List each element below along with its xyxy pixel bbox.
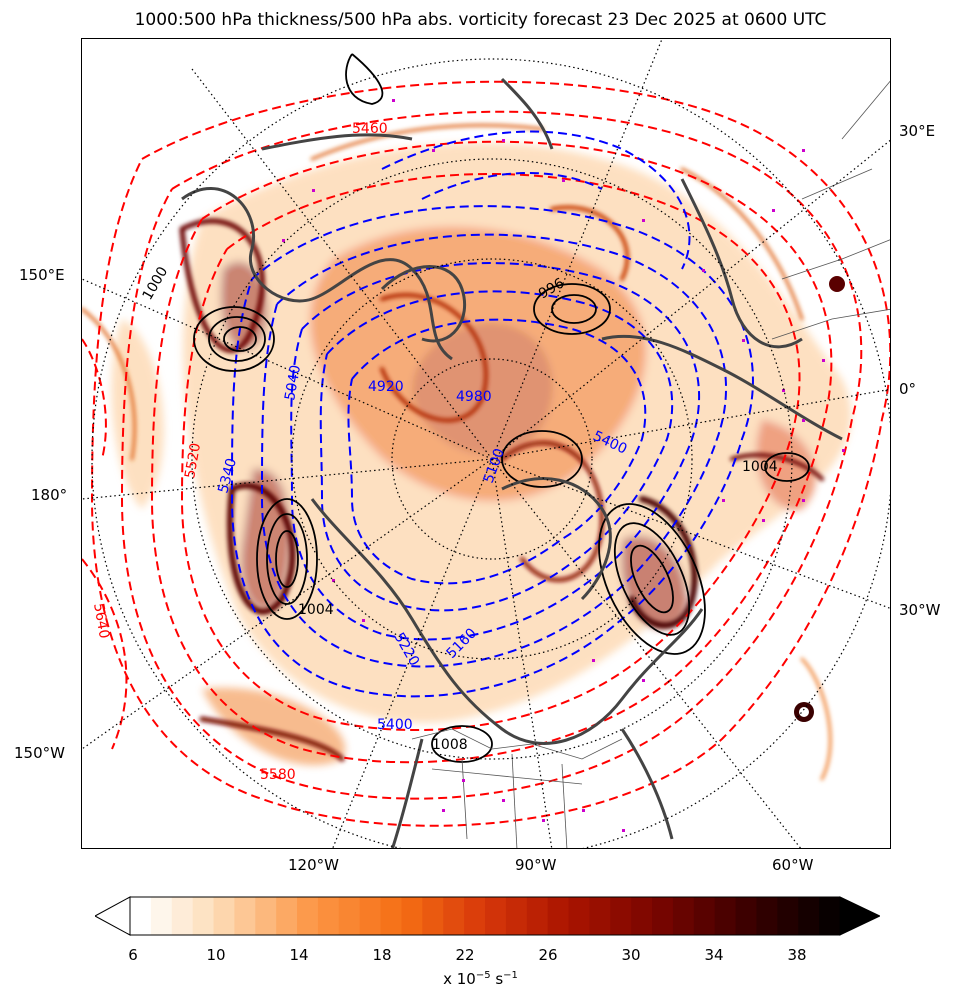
station-markers <box>282 99 845 832</box>
colorbar-cell <box>297 897 319 935</box>
colorbar-cell <box>526 897 549 935</box>
colorbar-cells <box>130 897 841 935</box>
colorbar-cell <box>359 897 382 935</box>
lon-label-180: 180° <box>31 486 68 504</box>
thickness-contours-warm <box>82 80 890 827</box>
colorbar-tick: 18 <box>372 946 392 964</box>
lon-label-150e: 150°E <box>19 266 65 284</box>
lon-label-60w: 60°W <box>772 856 814 874</box>
colorbar-cell <box>380 897 402 935</box>
colorbar-cell <box>192 897 215 935</box>
colorbar-min-extend <box>95 896 131 936</box>
colorbar-tick: 38 <box>787 946 807 964</box>
colorbar-cell <box>652 897 674 935</box>
colorbar-cell <box>756 897 778 935</box>
colorbar-cell <box>443 897 465 935</box>
colorbar-cell <box>317 897 340 935</box>
graticule <box>82 39 890 848</box>
colorbar-cell <box>505 897 528 935</box>
colorbar-cell <box>338 897 361 935</box>
thickness-label: 5580 <box>260 767 296 783</box>
colorbar-cell <box>798 897 820 935</box>
map-title: 1000:500 hPa thickness/500 hPa abs. vort… <box>134 10 827 30</box>
colorbar-cell <box>422 897 444 935</box>
colorbar-tick: 14 <box>289 946 309 964</box>
colorbar-tick: 34 <box>704 946 724 964</box>
thickness-label: 5040 <box>282 364 304 402</box>
colorbar-cell <box>485 897 507 935</box>
lon-label-120w: 120°W <box>288 856 339 874</box>
pressure-label: 1000 <box>140 264 172 303</box>
colorbar-cell <box>276 897 298 935</box>
colorbar-tick: 22 <box>455 946 475 964</box>
colorbar-cell <box>777 897 799 935</box>
pressure-label: 1004 <box>298 602 334 618</box>
thickness-label: 5400 <box>377 717 413 733</box>
colorbar-max-extend <box>839 896 880 936</box>
political-borders <box>411 80 890 848</box>
colorbar-cell <box>255 897 277 935</box>
colorbar-cell <box>234 897 256 935</box>
map-canvas: 5460 5520 5640 5580 5400 5400 5340 5040 … <box>82 39 890 848</box>
colorbar-cell <box>610 897 632 935</box>
thickness-label: 4920 <box>368 379 404 395</box>
coastlines <box>181 77 843 848</box>
pressure-label: 1004 <box>742 459 778 475</box>
colorbar <box>95 896 880 936</box>
lon-label-150w: 150°W <box>14 744 65 762</box>
thickness-label: 5640 <box>90 602 112 640</box>
colorbar-cell <box>672 897 695 935</box>
colorbar-tick: 10 <box>206 946 226 964</box>
colorbar-cell <box>568 897 590 935</box>
colorbar-cell <box>819 897 841 935</box>
lon-label-30e: 30°E <box>899 122 936 140</box>
colorbar-cell <box>631 897 653 935</box>
colorbar-cell <box>213 897 235 935</box>
lon-label-90w: 90°W <box>515 856 557 874</box>
colorbar-cell <box>714 897 737 935</box>
colorbar-label: x 10−5 s−1 <box>443 970 518 988</box>
colorbar-cell <box>693 897 716 935</box>
pressure-label: 1008 <box>432 737 468 753</box>
map-panel: 5460 5520 5640 5580 5400 5400 5340 5040 … <box>81 38 891 849</box>
colorbar-tick: 6 <box>128 946 138 964</box>
thickness-label: 5460 <box>352 121 388 137</box>
colorbar-tick: 30 <box>621 946 641 964</box>
thickness-label: 5520 <box>182 442 204 480</box>
colorbar-tick: 26 <box>538 946 558 964</box>
colorbar-cell <box>547 897 570 935</box>
colorbar-cell <box>401 897 423 935</box>
colorbar-cell <box>589 897 611 935</box>
lon-label-0: 0° <box>899 380 917 398</box>
colorbar-cell <box>150 897 173 935</box>
colorbar-cell <box>735 897 757 935</box>
pressure-contours <box>193 53 810 763</box>
lon-label-30w: 30°W <box>899 601 941 619</box>
colorbar-cell <box>464 897 486 935</box>
thickness-label: 4980 <box>456 389 492 405</box>
colorbar-cell <box>171 897 194 935</box>
colorbar-cell <box>130 897 152 935</box>
